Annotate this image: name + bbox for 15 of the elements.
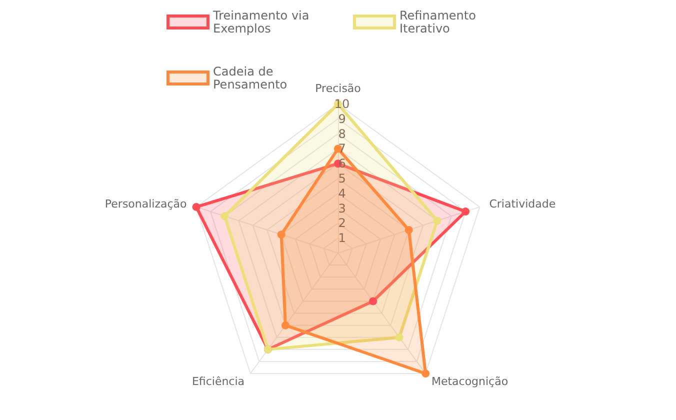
spoke-label: Eficiência [192, 375, 245, 388]
y-tick-label: 5 [338, 172, 346, 186]
y-tick-label: 4 [338, 186, 346, 200]
spoke-label: Personalização [104, 197, 188, 210]
legend-label: Treinamento via Exemplos [212, 8, 314, 36]
y-tick-label: 3 [338, 201, 346, 216]
y-tick-label: 8 [338, 126, 346, 141]
y-tick-label: 1 [338, 231, 346, 246]
legend-label: Refinamento Iterativo [400, 8, 480, 36]
spoke-label: Precisão [315, 82, 362, 95]
legend-label: Cadeia de Pensamento [213, 64, 288, 92]
y-tick-label: 9 [338, 112, 346, 126]
spoke-label: Metacognição [431, 375, 508, 388]
y-tick-label: 2 [338, 216, 346, 230]
spoke-label: Criatividade [489, 197, 556, 210]
